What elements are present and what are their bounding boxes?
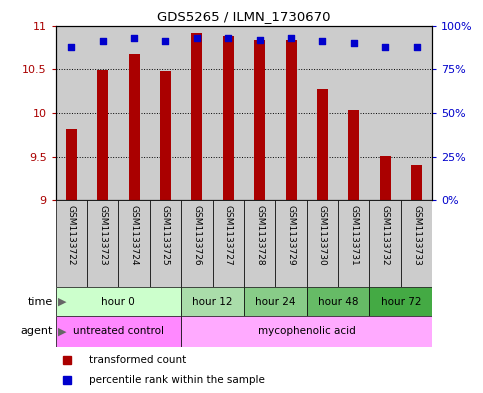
Text: hour 12: hour 12 [192,297,233,307]
Bar [317,88,328,200]
Bar [118,200,150,287]
Text: agent: agent [21,327,53,336]
Point [412,43,420,50]
Bar [307,287,369,316]
Bar [369,287,432,316]
Bar [213,200,244,287]
Text: percentile rank within the sample: percentile rank within the sample [89,375,265,385]
Bar [401,200,432,287]
Text: GSM1133733: GSM1133733 [412,205,421,266]
Bar [401,26,432,200]
Bar [275,26,307,200]
Bar [411,165,422,200]
Bar [244,287,307,316]
Bar [275,200,307,287]
Bar [307,26,338,200]
Bar [87,200,118,287]
Text: GSM1133724: GSM1133724 [129,205,139,265]
Point [256,37,264,43]
Bar [244,200,275,287]
Text: hour 0: hour 0 [101,297,135,307]
Bar [181,287,244,316]
Text: GSM1133726: GSM1133726 [192,205,201,265]
Bar [338,200,369,287]
Text: GSM1133732: GSM1133732 [381,205,390,265]
Bar [369,200,401,287]
Text: time: time [28,297,53,307]
Bar [380,156,391,200]
Bar [56,200,87,287]
Point [287,35,295,41]
Bar [181,316,432,347]
Bar [150,26,181,200]
Text: hour 72: hour 72 [381,297,421,307]
Point [319,38,327,44]
Bar [285,40,297,200]
Text: ▶: ▶ [58,297,67,307]
Bar [181,26,213,200]
Bar [128,54,140,200]
Bar [97,70,108,200]
Point [382,43,389,50]
Text: GSM1133730: GSM1133730 [318,205,327,266]
Bar [150,200,181,287]
Text: GSM1133723: GSM1133723 [98,205,107,265]
Point [68,43,75,50]
Title: GDS5265 / ILMN_1730670: GDS5265 / ILMN_1730670 [157,10,331,23]
Bar [254,40,265,200]
Bar [181,200,213,287]
Text: hour 48: hour 48 [318,297,358,307]
Bar [56,316,181,347]
Text: GSM1133731: GSM1133731 [349,205,358,266]
Point [350,40,357,46]
Bar [223,36,234,200]
Text: transformed count: transformed count [89,354,187,365]
Point [130,35,138,41]
Bar [213,26,244,200]
Point [224,35,232,41]
Text: GSM1133727: GSM1133727 [224,205,233,265]
Bar [338,26,369,200]
Bar [307,200,338,287]
Text: GSM1133729: GSM1133729 [286,205,296,265]
Bar [369,26,401,200]
Bar [87,26,118,200]
Text: GSM1133722: GSM1133722 [67,205,76,265]
Point [193,35,201,41]
Bar [191,33,202,200]
Text: untreated control: untreated control [73,327,164,336]
Point [99,38,107,44]
Bar [348,110,359,200]
Text: GSM1133725: GSM1133725 [161,205,170,265]
Bar [160,71,171,200]
Point [161,38,170,44]
Text: hour 24: hour 24 [255,297,296,307]
Bar [56,287,181,316]
Text: GSM1133728: GSM1133728 [255,205,264,265]
Text: mycophenolic acid: mycophenolic acid [258,327,355,336]
Bar [56,26,87,200]
Text: ▶: ▶ [58,327,67,336]
Bar [244,26,275,200]
Bar [118,26,150,200]
Bar [66,129,77,200]
